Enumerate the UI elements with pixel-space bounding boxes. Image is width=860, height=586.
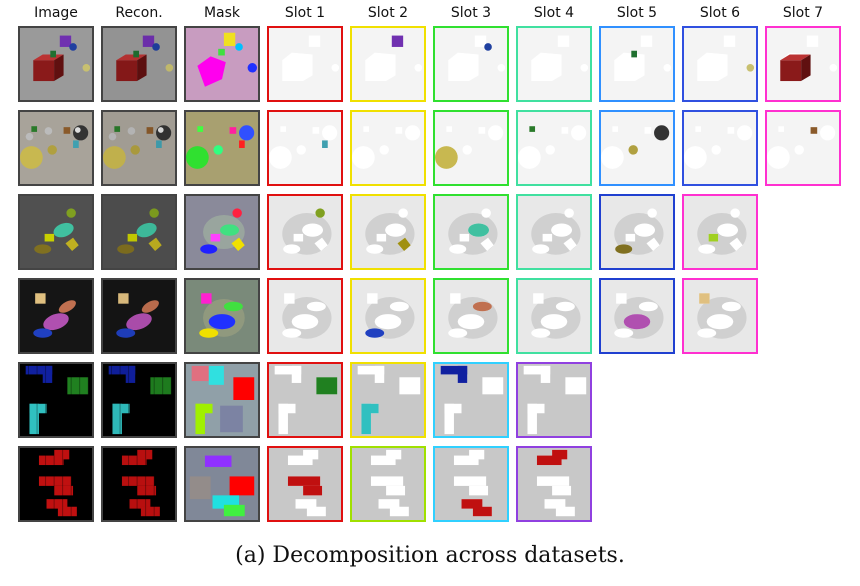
mask-tile: [184, 26, 260, 102]
recon-tile: [101, 26, 177, 102]
slot-tile: [267, 446, 343, 522]
column-header-8: Slot 6: [699, 5, 741, 21]
column-header-1: Recon.: [115, 5, 163, 21]
slot-tile: [267, 194, 343, 270]
slot-tile: [599, 194, 675, 270]
image-tile: [18, 194, 94, 270]
slot-tile: [350, 446, 426, 522]
column-header-0: Image: [34, 5, 78, 21]
slot-tile: [682, 194, 758, 270]
column-header-7: Slot 5: [616, 5, 658, 21]
slot-tile: [682, 278, 758, 354]
slot-tile: [516, 110, 592, 186]
slot-tile: [516, 278, 592, 354]
column-header-3: Slot 1: [284, 5, 326, 21]
slot-tile: [599, 278, 675, 354]
mask-tile: [184, 362, 260, 438]
column-header-4: Slot 2: [367, 5, 409, 21]
mask-tile: [184, 446, 260, 522]
recon-tile: [101, 362, 177, 438]
slot-tile: [267, 110, 343, 186]
recon-tile: [101, 446, 177, 522]
recon-tile: [101, 110, 177, 186]
mask-tile: [184, 110, 260, 186]
image-tile: [18, 362, 94, 438]
slot-tile: [267, 26, 343, 102]
slot-tile: [433, 362, 509, 438]
slot-tile: [350, 26, 426, 102]
slot-tile: [433, 446, 509, 522]
column-header-9: Slot 7: [782, 5, 824, 21]
column-header-2: Mask: [203, 5, 241, 21]
slot-tile: [433, 26, 509, 102]
slot-tile: [765, 26, 841, 102]
slot-tile: [682, 110, 758, 186]
slot-tile: [350, 278, 426, 354]
mask-tile: [184, 278, 260, 354]
column-header-6: Slot 4: [533, 5, 575, 21]
slot-tile: [765, 110, 841, 186]
slot-tile: [350, 110, 426, 186]
image-tile: [18, 278, 94, 354]
slot-tile: [682, 26, 758, 102]
recon-tile: [101, 194, 177, 270]
column-header-5: Slot 3: [450, 5, 492, 21]
slot-tile: [350, 362, 426, 438]
image-tile: [18, 110, 94, 186]
slot-tile: [433, 278, 509, 354]
figure-caption: (a) Decomposition across datasets.: [235, 543, 625, 568]
slot-tile: [433, 194, 509, 270]
slot-tile: [433, 110, 509, 186]
image-tile: [18, 446, 94, 522]
slot-tile: [516, 362, 592, 438]
image-tile: [18, 26, 94, 102]
slot-tile: [599, 110, 675, 186]
slot-tile: [350, 194, 426, 270]
recon-tile: [101, 278, 177, 354]
slot-tile: [516, 446, 592, 522]
slot-tile: [267, 278, 343, 354]
mask-tile: [184, 194, 260, 270]
slot-tile: [516, 194, 592, 270]
slot-tile: [267, 362, 343, 438]
slot-tile: [516, 26, 592, 102]
slot-tile: [599, 26, 675, 102]
